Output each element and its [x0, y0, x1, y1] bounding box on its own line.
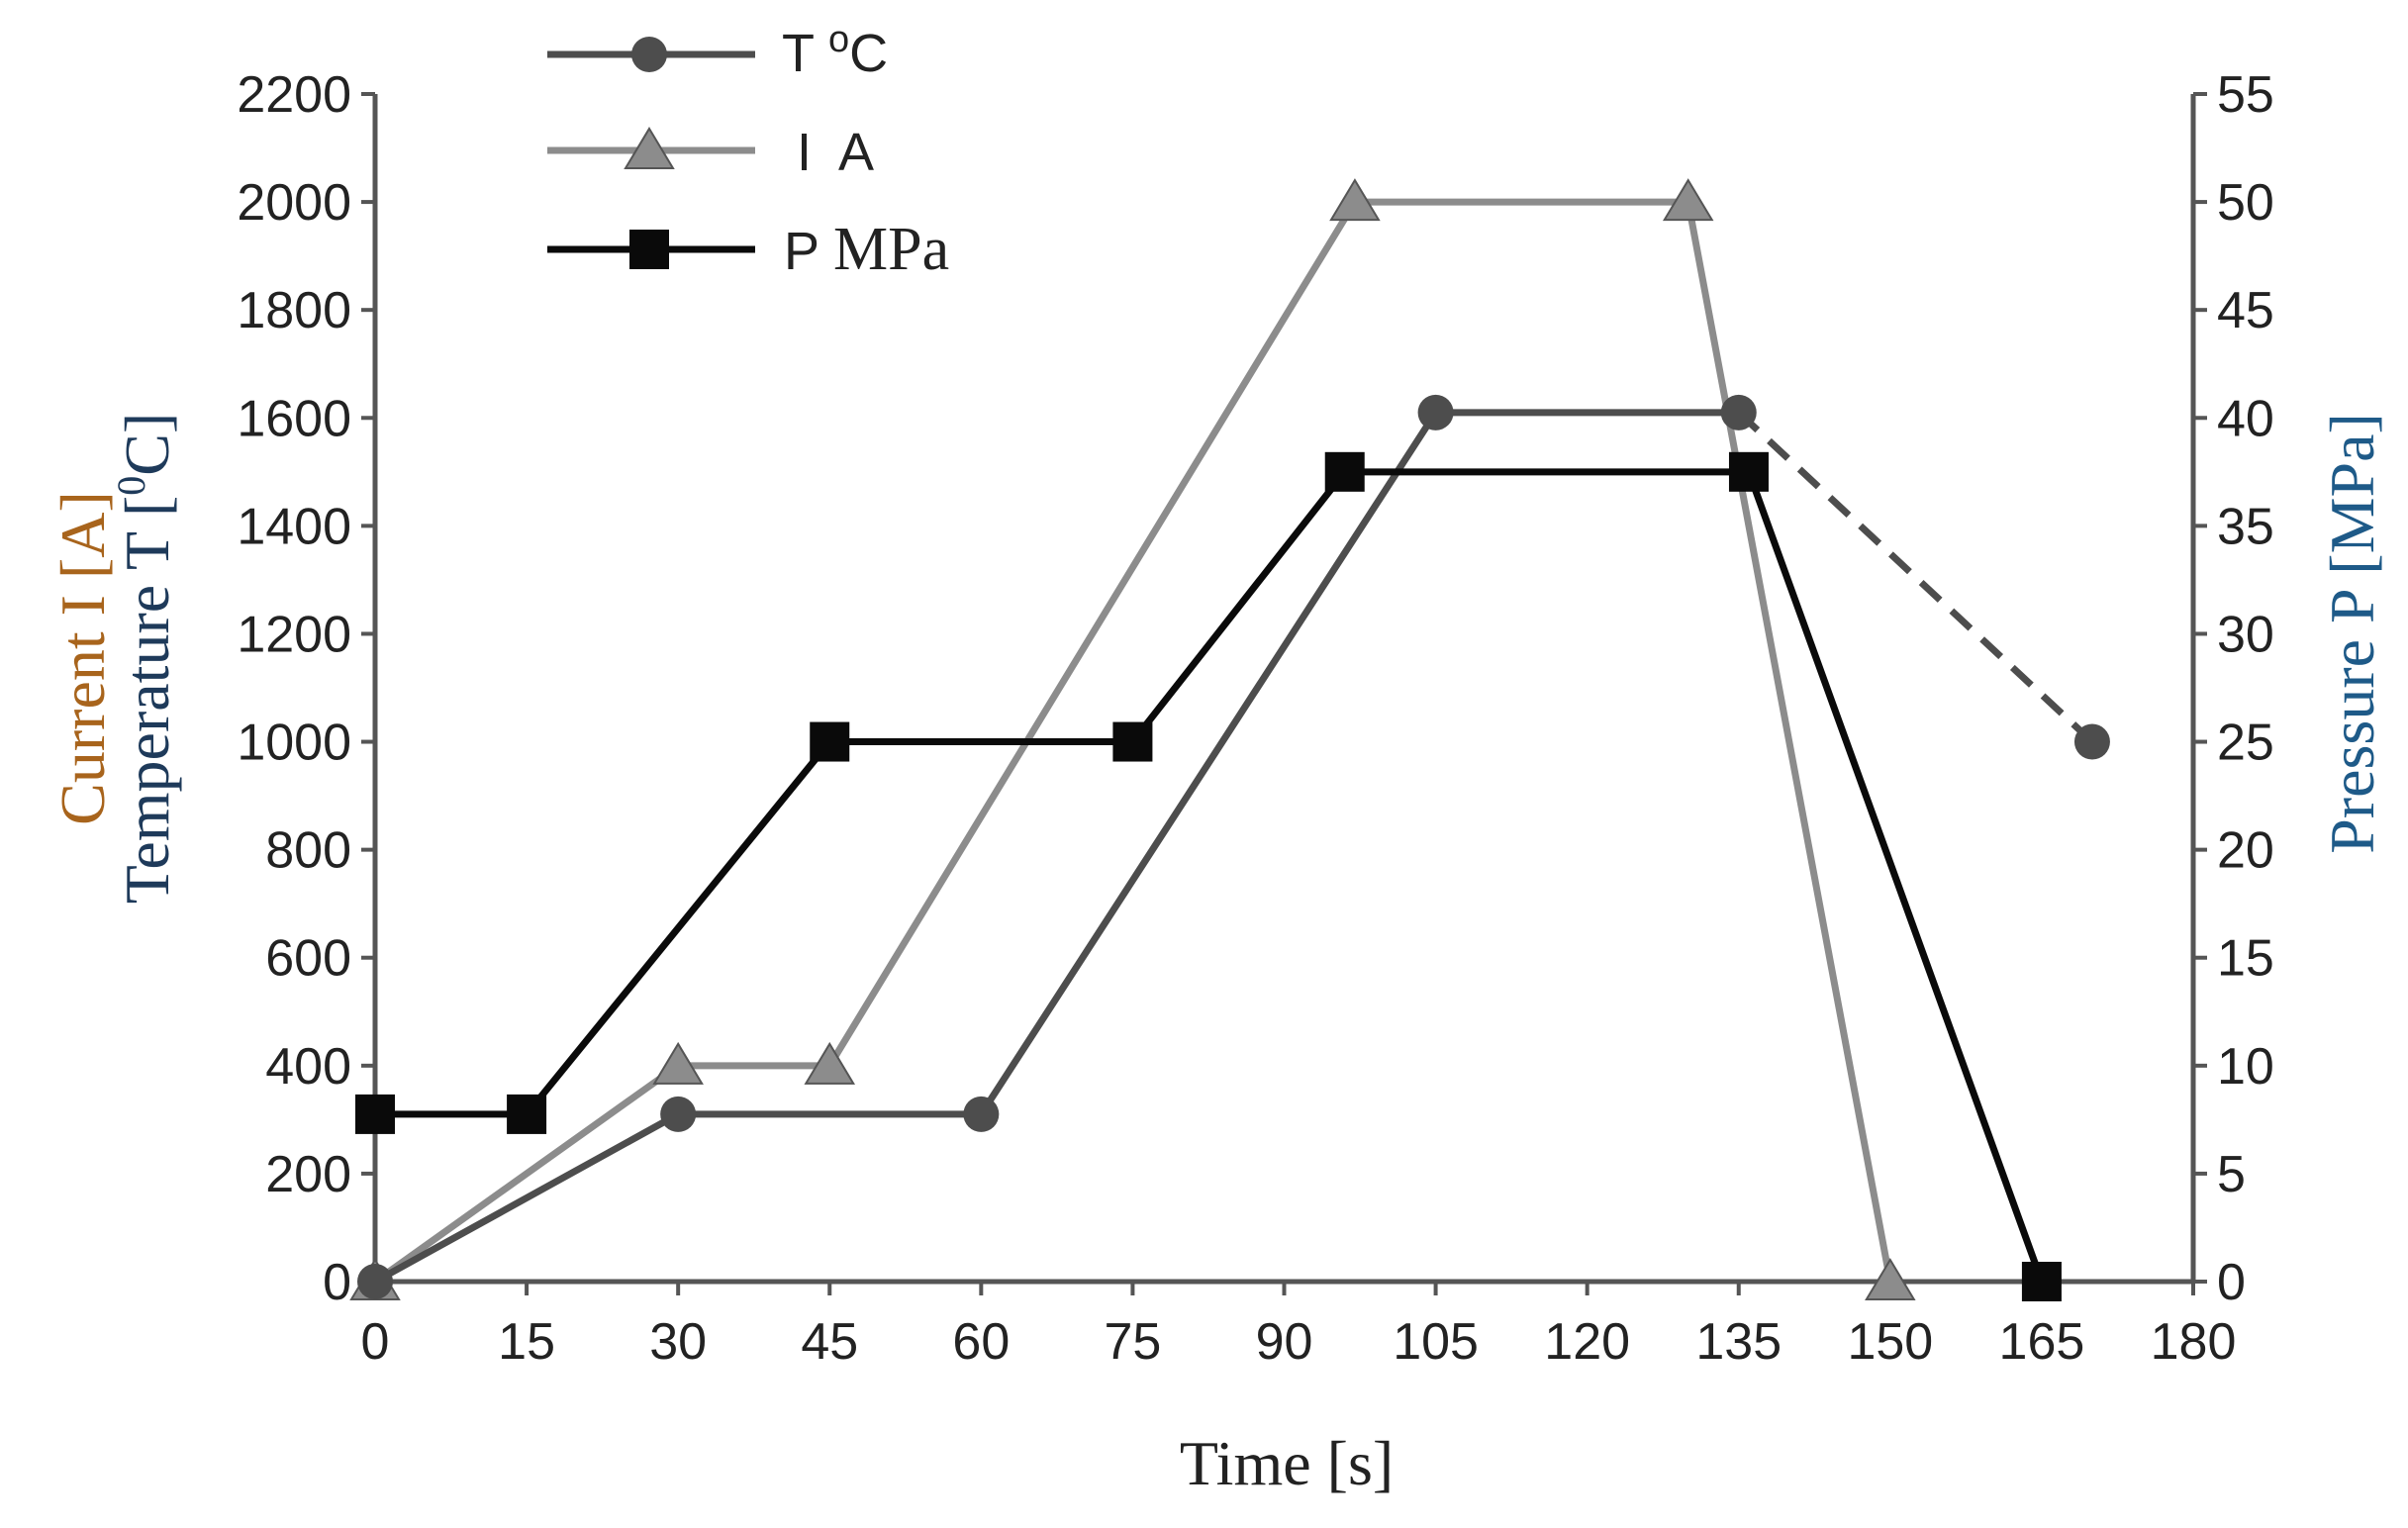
x-tick-label: 60: [952, 1313, 1010, 1371]
y-right-tick-label: 15: [2217, 930, 2274, 988]
y-right-tick-label: 25: [2217, 715, 2274, 772]
y-left-tick-label: 1800: [237, 282, 351, 339]
ticks: 0 15 30 45 60 75 90 105 120 135 150 165 180020040060…: [237, 66, 2274, 1371]
point-pressure: [2021, 1262, 2062, 1301]
legend-temperature-label: T oC: [782, 19, 888, 83]
y-right-tick-label: 20: [2217, 822, 2274, 880]
y-right-tick-label: 55: [2217, 66, 2274, 124]
right-axis-title-pressure: Pressure P [MPa]: [2317, 413, 2387, 854]
y-left-tick-label: 0: [323, 1254, 351, 1311]
x-tick-label: 135: [1695, 1313, 1782, 1371]
y-left-tick-label: 1000: [237, 715, 351, 772]
x-tick-label: 30: [649, 1313, 707, 1371]
y-left-tick-label: 1600: [237, 390, 351, 447]
y-right-tick-label: 0: [2217, 1254, 2246, 1311]
y-left-tick-label: 600: [265, 930, 351, 988]
legend-pressure-marker: [629, 230, 669, 269]
y-right-tick-label: 40: [2217, 390, 2274, 447]
y-right-tick-label: 35: [2217, 498, 2274, 555]
y-right-tick-label: 5: [2217, 1146, 2246, 1203]
x-tick-label: 165: [1999, 1313, 2085, 1371]
x-tick-label: 120: [1544, 1313, 1630, 1371]
x-axis-title: Time [s]: [1180, 1428, 1394, 1498]
point-pressure: [507, 1094, 547, 1134]
point-pressure: [1728, 451, 1769, 492]
point-current: [652, 1041, 704, 1085]
x-tick-label: 180: [2151, 1313, 2237, 1371]
y-left-tick-label: 400: [265, 1038, 351, 1096]
y-left-tick-label: 800: [265, 822, 351, 880]
series-line-temperature-dashed: [1736, 410, 2095, 745]
point-current: [1662, 178, 1714, 222]
point-current: [1865, 1258, 1916, 1300]
y-right-tick-label: 10: [2217, 1038, 2274, 1096]
left-axis-title-temperature: Temperature T [0C]: [109, 413, 182, 905]
x-tick-label: 150: [1847, 1313, 1933, 1371]
point-current: [1329, 178, 1381, 222]
point-temperature: [660, 1096, 697, 1132]
axes: [372, 94, 2196, 1285]
left-axis-title-2: Temperature T [0C]: [109, 413, 182, 905]
y-left-tick-label: 1200: [237, 606, 351, 663]
legend-pressure-label: P MPa: [784, 216, 949, 283]
left-axis-title-current: Current I [A]: [48, 491, 118, 825]
series-layer: [372, 198, 2095, 1286]
y-right-tick-label: 50: [2217, 174, 2274, 232]
legend-current-label: I A: [797, 123, 874, 182]
point-temperature: [357, 1264, 393, 1299]
series-line-pressure: [375, 468, 2046, 1284]
x-tick-label: 105: [1393, 1313, 1479, 1371]
markers-layer: [349, 178, 2110, 1301]
y-left-tick-label: 200: [265, 1146, 351, 1203]
series-line-current: [372, 198, 1894, 1285]
point-current: [804, 1041, 856, 1085]
x-tick-label: 45: [801, 1313, 858, 1371]
x-tick-label: 75: [1104, 1313, 1161, 1371]
y-right-tick-label: 45: [2217, 282, 2274, 339]
point-pressure: [355, 1094, 395, 1134]
series-line-temperature: [373, 409, 1739, 1286]
x-tick-label: 15: [498, 1313, 555, 1371]
point-temperature: [963, 1096, 1000, 1132]
y-right-tick-label: 30: [2217, 606, 2274, 663]
x-tick-label: 0: [361, 1313, 390, 1371]
point-pressure: [810, 721, 850, 762]
y-left-tick-label: 2000: [237, 174, 351, 232]
y-left-tick-label: 2200: [237, 66, 351, 124]
legend-current-marker: [624, 127, 675, 169]
left-axis-title: Current I [A]: [48, 491, 118, 825]
right-axis-title: Pressure P [MPa]: [2317, 413, 2387, 854]
point-temperature: [1720, 394, 1757, 430]
point-pressure: [1324, 451, 1365, 492]
x-tick-label: 90: [1256, 1313, 1313, 1371]
legend-temperature-marker: [631, 37, 667, 72]
legend: T oC I A P MPa: [547, 19, 949, 283]
y-left-tick-label: 1400: [237, 498, 351, 555]
point-temperature: [1417, 394, 1454, 430]
point-pressure: [1112, 721, 1153, 762]
point-temperature: [2073, 723, 2110, 760]
